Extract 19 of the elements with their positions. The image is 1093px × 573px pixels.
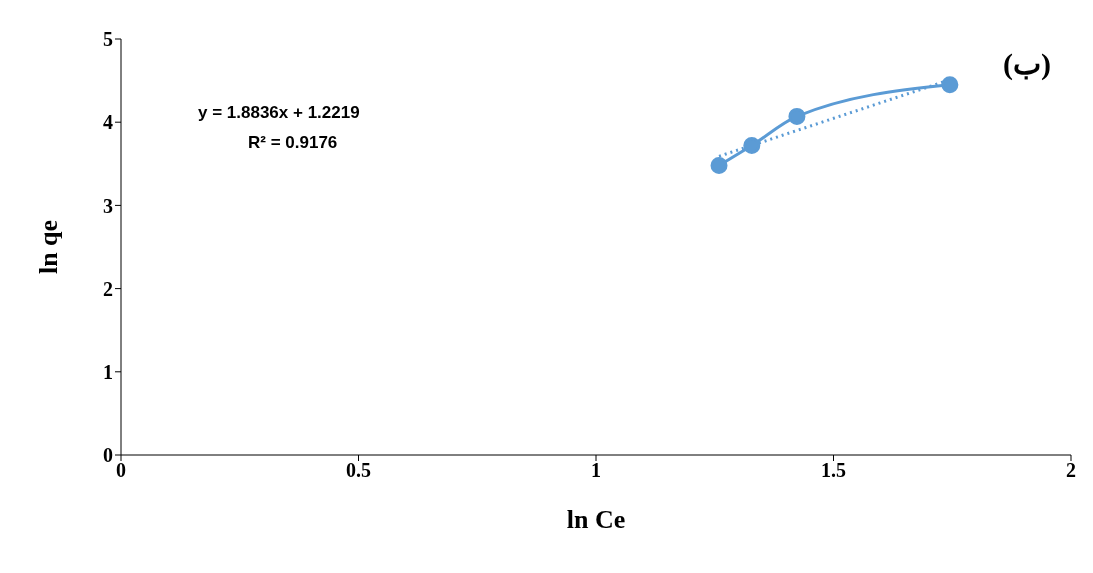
y-tick-label: 1	[103, 360, 113, 383]
y-axis-title: ln qe	[34, 219, 64, 275]
annotation: y = 1.8836x + 1.2219	[198, 103, 360, 123]
x-tick-label: 2	[1066, 459, 1076, 482]
y-tick-label: 3	[103, 194, 113, 217]
point	[941, 76, 959, 94]
y-tick-label: 0	[103, 444, 113, 467]
annotation: R² = 0.9176	[248, 133, 338, 153]
y-tick-label: 5	[103, 28, 113, 51]
y-tick-label: 4	[103, 111, 113, 134]
x-tick-label: 0.5	[346, 459, 371, 482]
point	[743, 137, 761, 154]
annotation: (ب)	[1003, 46, 1051, 81]
x-axis-title: ln Ce	[566, 505, 626, 535]
x-tick-label: 1.5	[821, 459, 846, 482]
point	[710, 156, 728, 174]
point	[788, 107, 806, 125]
y-tick-label: 2	[103, 277, 113, 300]
x-tick-label: 1	[591, 459, 601, 482]
